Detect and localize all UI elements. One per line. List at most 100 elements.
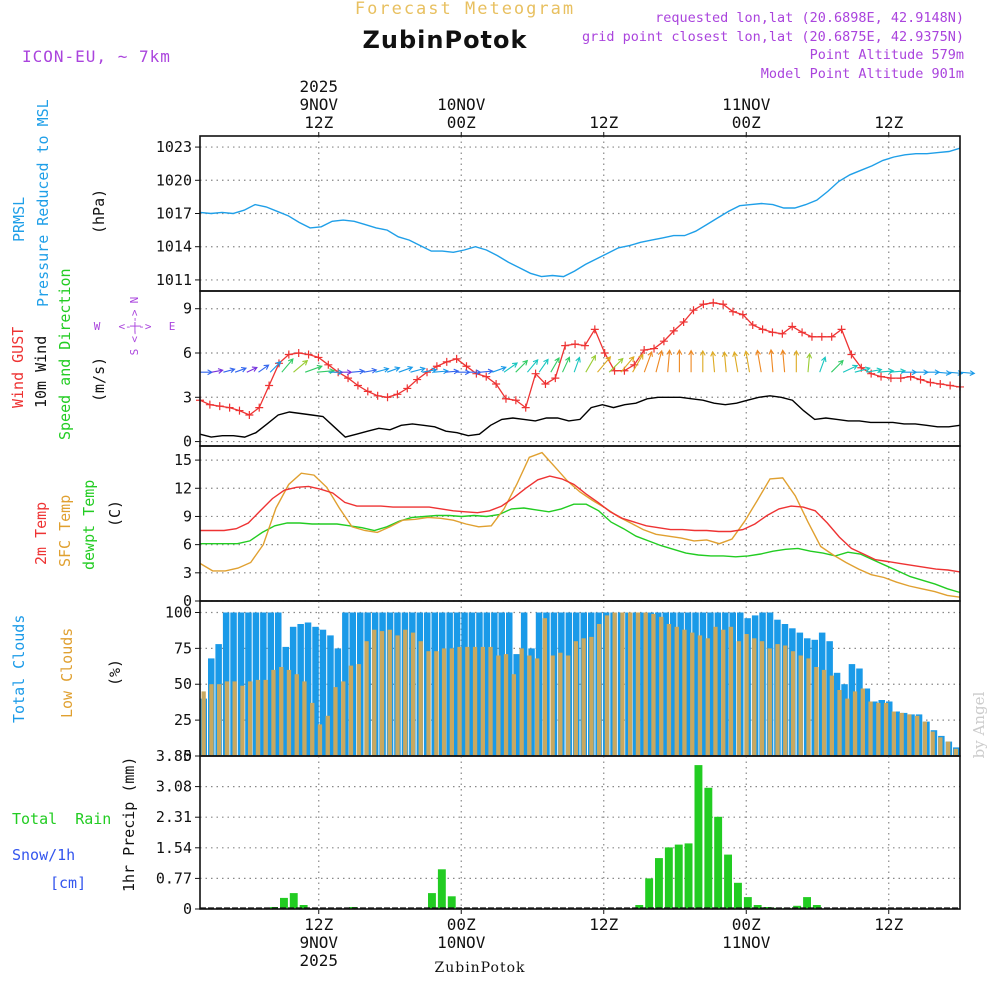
low-cloud-bar	[837, 690, 842, 756]
temperature-ytick-label: 9	[183, 507, 192, 525]
total-cloud-bar	[692, 612, 699, 756]
low-cloud-bar	[527, 655, 532, 756]
gust-marker	[314, 353, 323, 362]
total-cloud-bar	[886, 701, 893, 756]
precip-bar	[694, 765, 703, 909]
gust-marker	[255, 403, 264, 412]
gust-marker	[847, 350, 856, 359]
precip-bar	[763, 907, 772, 909]
low-cloud-bar	[628, 612, 633, 756]
low-cloud-bar	[379, 631, 385, 756]
wind-direction-arrow	[620, 356, 635, 373]
wind-direction-arrow	[223, 367, 236, 373]
gust-marker	[768, 328, 777, 337]
temp-unit: (C)	[106, 500, 124, 527]
time-label: 12Z	[589, 113, 618, 132]
precip-bar	[635, 905, 644, 909]
gust-marker	[896, 374, 905, 383]
wind-direction-arrow	[710, 350, 716, 373]
total-cloud-bar	[647, 612, 655, 756]
precip-ytick-label: 0	[183, 900, 192, 918]
gust-marker	[501, 394, 510, 403]
gust-marker	[916, 375, 925, 384]
precip-ytick-label: 1.54	[156, 839, 192, 857]
panels: 1011101410171020102303690369121502550751…	[156, 135, 976, 918]
cloud-labels: Total Clouds Low Clouds (%)	[10, 615, 124, 723]
gust-marker	[946, 381, 955, 390]
gust-marker	[709, 298, 718, 307]
time-label: 00Z	[447, 915, 476, 934]
low-cloud-bar	[209, 684, 214, 756]
total-cloud-bar	[848, 664, 856, 756]
gust-marker	[837, 325, 846, 334]
pressure-ytick-label: 1020	[156, 171, 192, 189]
low-cloud-bar	[426, 651, 431, 756]
gust-marker	[689, 306, 698, 315]
low-cloud-bar	[860, 688, 865, 756]
low-cloud-bar	[736, 641, 741, 756]
compass-arrows-vertical: <-|->	[128, 309, 141, 342]
panel-pressure: 1011 1014 1017 1020 1023	[156, 135, 961, 292]
wind-direction-arrow	[959, 370, 976, 376]
clouds-ytick-label: 100	[165, 603, 192, 621]
low-cloud-bar	[488, 646, 493, 756]
panel-precip: 0 0.77 1.54 2.31 3.08 3.85	[156, 747, 961, 918]
temperature-ytick-label: 0	[183, 592, 192, 610]
total-cloud-bar	[483, 612, 491, 756]
gust-marker	[571, 340, 580, 349]
dewpoint-line	[200, 503, 961, 594]
precip-bar	[645, 878, 654, 909]
wind-direction-arrow	[538, 358, 549, 373]
wind-direction-arrow	[732, 350, 739, 373]
low-cloud-bar	[395, 635, 400, 756]
gust-marker	[551, 374, 560, 383]
wind-labels: Wind GUST 10m Wind Speed and Direction (…	[9, 268, 175, 440]
gust-marker	[788, 322, 797, 331]
panel-frame-precip	[199, 755, 961, 910]
low-cloud-bar	[503, 654, 509, 756]
temp-2m-line	[200, 475, 961, 573]
pressure-label-prmsl: PRMSL	[10, 197, 28, 242]
low-cloud-bar	[348, 665, 354, 756]
low-cloud-bar	[674, 626, 679, 756]
low-cloud-bar	[597, 624, 602, 756]
gust-marker	[807, 332, 816, 341]
low-cloud-bar	[333, 687, 338, 756]
grid-point: grid point closest lon,lat (20.6875E, 42…	[582, 29, 964, 45]
low-cloud-bar	[480, 646, 485, 756]
requested-point: requested lon,lat (20.6898E, 42.9148N)	[655, 10, 964, 26]
low-cloud-bar	[907, 714, 912, 756]
compass-rose: N S W E <-|-> <-|->	[94, 297, 176, 356]
low-cloud-bar	[806, 658, 811, 756]
panel-clouds: 0 25 50 75 100	[165, 600, 961, 765]
temp-2m-label: 2m Temp	[32, 502, 50, 565]
low-cloud-bar	[814, 667, 819, 756]
low-cloud-bar	[666, 624, 672, 756]
wind-direction-arrow	[480, 368, 494, 375]
gust-marker	[610, 366, 619, 375]
total-cloud-bar	[908, 714, 915, 756]
gust-marker	[669, 326, 678, 335]
low-cloud-bar	[775, 644, 780, 756]
wind-direction-arrow	[468, 369, 482, 376]
wind-direction-arrow	[643, 350, 653, 373]
model-altitude: Model Point Altitude 901m	[761, 66, 964, 82]
pressure-labels: PRMSL Pressure Reduced to MSL (hPa)	[10, 99, 108, 307]
gust-marker	[906, 372, 915, 381]
low-cloud-bar	[705, 638, 710, 756]
precip-legend-rain: Total Rain	[12, 810, 111, 828]
gust-marker	[531, 369, 540, 378]
low-cloud-bar	[325, 715, 330, 756]
low-cloud-bar	[659, 616, 664, 756]
wind-direction-arrow	[676, 349, 683, 373]
precip-legend-cm: [cm]	[50, 874, 86, 892]
low-cloud-bar	[279, 667, 284, 756]
low-cloud-bar	[310, 702, 315, 756]
gust-marker	[650, 344, 659, 353]
time-label: 12Z	[304, 113, 333, 132]
wind-direction-arrow	[666, 349, 673, 373]
precip-plot	[200, 765, 960, 909]
total-cloud-bar	[506, 612, 513, 756]
low-cloud-bar	[573, 641, 578, 756]
low-cloud-bar	[728, 626, 734, 756]
